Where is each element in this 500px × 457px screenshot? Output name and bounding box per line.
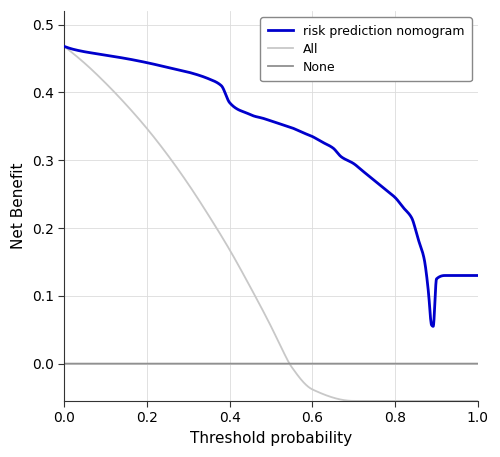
Legend: risk prediction nomogram, All, None: risk prediction nomogram, All, None: [260, 17, 472, 81]
Y-axis label: Net Benefit: Net Benefit: [11, 163, 26, 249]
X-axis label: Threshold probability: Threshold probability: [190, 431, 352, 446]
